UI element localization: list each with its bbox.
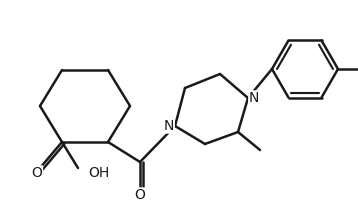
Text: N: N <box>164 119 174 133</box>
Text: OH: OH <box>88 166 109 180</box>
Text: O: O <box>135 188 145 202</box>
Text: N: N <box>249 91 259 105</box>
Text: O: O <box>32 166 43 180</box>
